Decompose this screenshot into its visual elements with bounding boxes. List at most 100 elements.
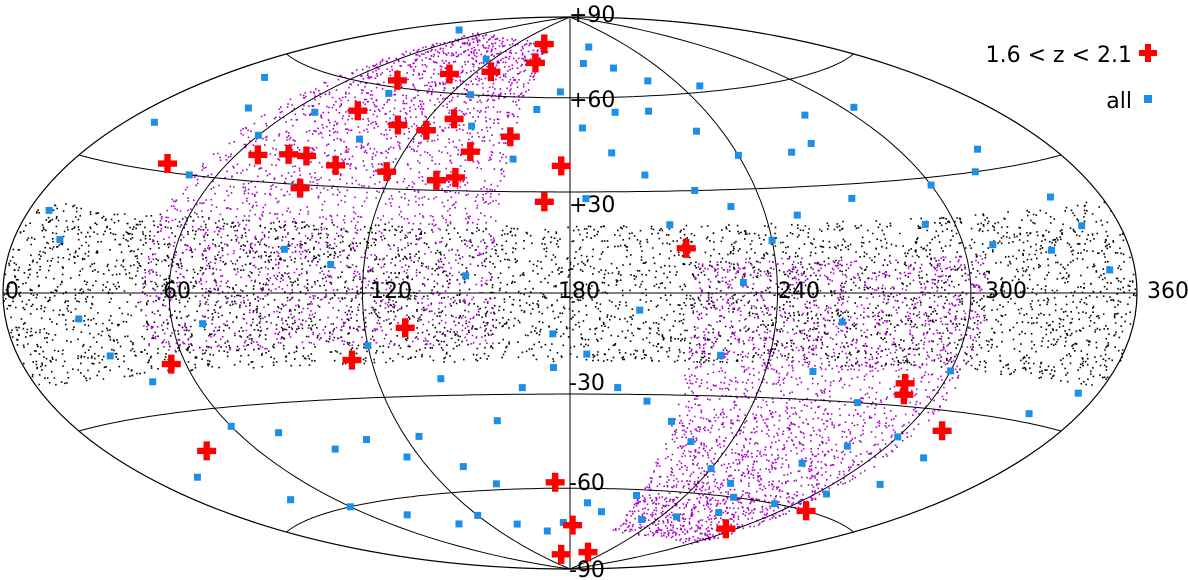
redshift-point bbox=[377, 162, 397, 182]
redshift-point bbox=[348, 101, 368, 121]
all-point bbox=[848, 194, 856, 202]
graticule bbox=[2, 16, 1138, 570]
redshift-point bbox=[296, 146, 316, 166]
all-point bbox=[482, 55, 490, 63]
all-point bbox=[739, 279, 747, 286]
all-point bbox=[403, 453, 411, 461]
all-point bbox=[199, 320, 207, 328]
all-point bbox=[636, 306, 644, 314]
all-point bbox=[437, 375, 445, 383]
redshift-point bbox=[500, 127, 520, 147]
all-point bbox=[556, 88, 564, 96]
all-point bbox=[462, 272, 470, 280]
legend-plus-marker bbox=[1139, 44, 1157, 62]
all-point bbox=[809, 368, 817, 375]
survey-footprint-layer bbox=[3, 32, 1137, 545]
all-point bbox=[843, 442, 851, 450]
all-point bbox=[185, 171, 193, 179]
all-point bbox=[614, 384, 622, 392]
x-tick-label: 0 bbox=[5, 279, 19, 304]
all-point bbox=[894, 433, 902, 441]
x-tick-label: 60 bbox=[163, 279, 191, 304]
all-point bbox=[509, 155, 517, 163]
all-point bbox=[1074, 389, 1082, 397]
all-point bbox=[287, 496, 295, 504]
all-point bbox=[149, 378, 157, 386]
all-point bbox=[807, 140, 815, 147]
redshift-point bbox=[676, 238, 696, 258]
all-point bbox=[920, 454, 928, 462]
all-point bbox=[150, 118, 158, 126]
all-point bbox=[311, 108, 319, 116]
all-point bbox=[971, 168, 979, 176]
y-tick-label: +90 bbox=[569, 3, 615, 28]
all-point bbox=[403, 511, 411, 519]
all-point bbox=[801, 111, 809, 119]
all-point bbox=[643, 397, 651, 405]
all-point bbox=[768, 236, 776, 244]
all-point bbox=[707, 465, 715, 473]
all-objects-series bbox=[45, 26, 1114, 535]
all-point bbox=[771, 500, 779, 508]
all-point bbox=[331, 445, 339, 453]
all-point bbox=[254, 131, 262, 139]
redshift-point bbox=[445, 167, 465, 187]
all-point bbox=[356, 135, 363, 143]
all-point bbox=[608, 149, 616, 157]
x-tick-label: 300 bbox=[985, 279, 1027, 304]
redshift-point bbox=[481, 62, 501, 82]
all-point bbox=[583, 350, 591, 358]
all-point bbox=[798, 459, 806, 467]
redshift-point bbox=[416, 120, 436, 140]
all-point bbox=[1106, 266, 1114, 274]
all-point bbox=[727, 479, 735, 487]
all-point bbox=[415, 432, 423, 440]
survey-footprint-dots bbox=[612, 253, 987, 545]
all-point bbox=[280, 245, 288, 253]
all-point bbox=[850, 103, 858, 111]
legend: 1.6 < z < 2.1 all bbox=[986, 43, 1157, 114]
all-point bbox=[533, 106, 541, 113]
all-point bbox=[455, 520, 463, 528]
all-point bbox=[734, 151, 742, 159]
all-point bbox=[598, 508, 605, 516]
all-point bbox=[193, 473, 201, 481]
all-point bbox=[693, 127, 700, 135]
all-point bbox=[788, 148, 796, 156]
all-point bbox=[327, 261, 335, 268]
all-point bbox=[927, 181, 935, 189]
redshift-point bbox=[197, 441, 217, 461]
survey-footprint-dots bbox=[139, 32, 553, 352]
all-point bbox=[691, 187, 699, 194]
all-point bbox=[582, 195, 590, 203]
all-point bbox=[550, 364, 557, 371]
all-point bbox=[610, 64, 617, 72]
all-point bbox=[666, 221, 674, 229]
all-point bbox=[56, 236, 64, 244]
all-point bbox=[687, 438, 695, 446]
redshift-point bbox=[525, 53, 545, 73]
all-point bbox=[579, 60, 587, 67]
x-tick-label: 240 bbox=[778, 279, 820, 304]
all-point bbox=[673, 513, 681, 521]
all-point bbox=[638, 516, 646, 524]
redshift-point bbox=[578, 542, 598, 562]
redshift-point bbox=[716, 519, 736, 539]
all-point bbox=[1078, 222, 1086, 230]
redshift-point bbox=[534, 34, 554, 54]
redshift-point bbox=[439, 64, 459, 84]
y-tick-label: +30 bbox=[569, 193, 615, 218]
all-point bbox=[467, 91, 475, 99]
all-point bbox=[823, 490, 830, 498]
all-point bbox=[578, 124, 586, 132]
all-point bbox=[1025, 410, 1033, 418]
all-point bbox=[668, 417, 675, 425]
redshift-point bbox=[551, 544, 571, 564]
y-tick-label: +60 bbox=[569, 88, 615, 113]
all-point bbox=[474, 511, 482, 519]
redshift-point bbox=[534, 192, 554, 212]
all-point bbox=[989, 241, 997, 249]
all-point bbox=[584, 499, 591, 507]
redshift-point bbox=[932, 421, 952, 441]
all-point bbox=[543, 527, 551, 535]
